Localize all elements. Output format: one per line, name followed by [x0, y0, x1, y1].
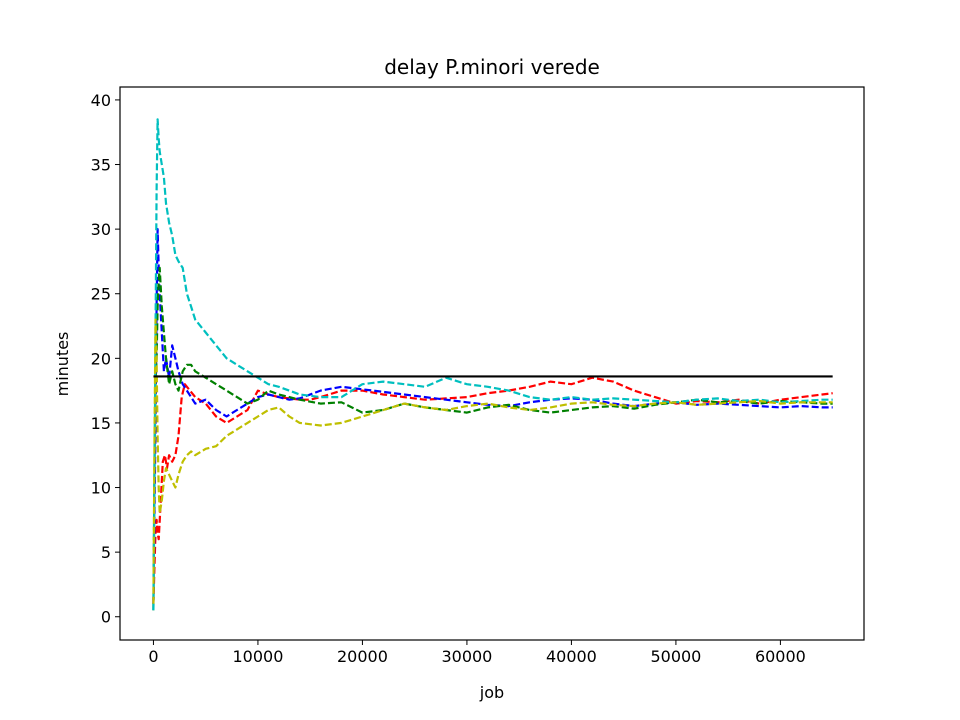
series-line-3	[152, 266, 833, 611]
y-tick-label: 0	[101, 608, 111, 627]
series-line-4	[152, 118, 833, 611]
x-tick-label: 30000	[441, 647, 492, 666]
x-tick-label: 10000	[232, 647, 283, 666]
y-tick-label: 15	[91, 414, 111, 433]
x-tick-label: 0	[148, 647, 158, 666]
x-axis-label: job	[479, 683, 504, 702]
plot-frame	[119, 86, 865, 641]
x-tick-label: 50000	[650, 647, 701, 666]
y-axis: 0 5 10 15 20 25 30 35 40	[91, 91, 120, 627]
y-tick-label: 40	[91, 91, 111, 110]
series-line-5	[152, 318, 833, 604]
y-tick-label: 5	[101, 543, 111, 562]
y-tick-label: 10	[91, 479, 111, 498]
y-tick-label: 30	[91, 220, 111, 239]
x-tick-label: 60000	[755, 647, 806, 666]
y-tick-label: 20	[91, 349, 111, 368]
y-tick-label: 35	[91, 156, 111, 175]
series-layer	[152, 118, 833, 611]
y-tick-label: 25	[91, 285, 111, 304]
chart-title: delay P.minori verede	[384, 55, 600, 79]
x-tick-label: 20000	[337, 647, 388, 666]
x-tick-label: 40000	[546, 647, 597, 666]
y-axis-label: minutes	[53, 332, 72, 397]
x-axis: 0 10000 20000 30000 40000 50000 60000	[148, 640, 806, 666]
